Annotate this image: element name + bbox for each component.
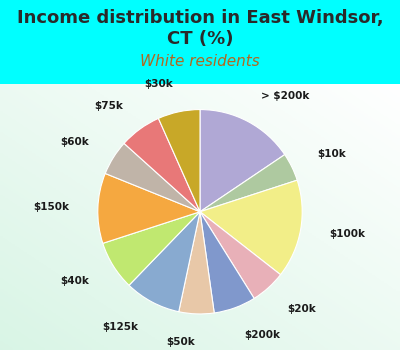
Text: $100k: $100k <box>329 230 365 239</box>
Text: > $200k: > $200k <box>262 91 310 101</box>
Wedge shape <box>158 110 200 212</box>
Wedge shape <box>200 155 297 212</box>
Wedge shape <box>200 180 302 275</box>
Text: $150k: $150k <box>33 202 69 212</box>
Text: White residents: White residents <box>140 54 260 69</box>
Text: $125k: $125k <box>102 322 138 332</box>
Text: $60k: $60k <box>60 138 89 147</box>
Text: $10k: $10k <box>318 149 346 159</box>
Wedge shape <box>98 174 200 243</box>
Wedge shape <box>179 212 214 314</box>
Wedge shape <box>200 212 254 313</box>
Wedge shape <box>124 118 200 212</box>
Text: $30k: $30k <box>144 79 173 89</box>
Wedge shape <box>200 110 285 212</box>
Text: $200k: $200k <box>245 330 281 340</box>
Text: $75k: $75k <box>94 101 123 111</box>
Text: $40k: $40k <box>60 276 89 286</box>
Text: $50k: $50k <box>167 337 196 348</box>
Text: $20k: $20k <box>288 304 316 314</box>
Wedge shape <box>105 144 200 212</box>
Text: Income distribution in East Windsor,
CT (%): Income distribution in East Windsor, CT … <box>17 9 383 48</box>
Wedge shape <box>200 212 280 299</box>
Wedge shape <box>103 212 200 285</box>
Wedge shape <box>129 212 200 312</box>
